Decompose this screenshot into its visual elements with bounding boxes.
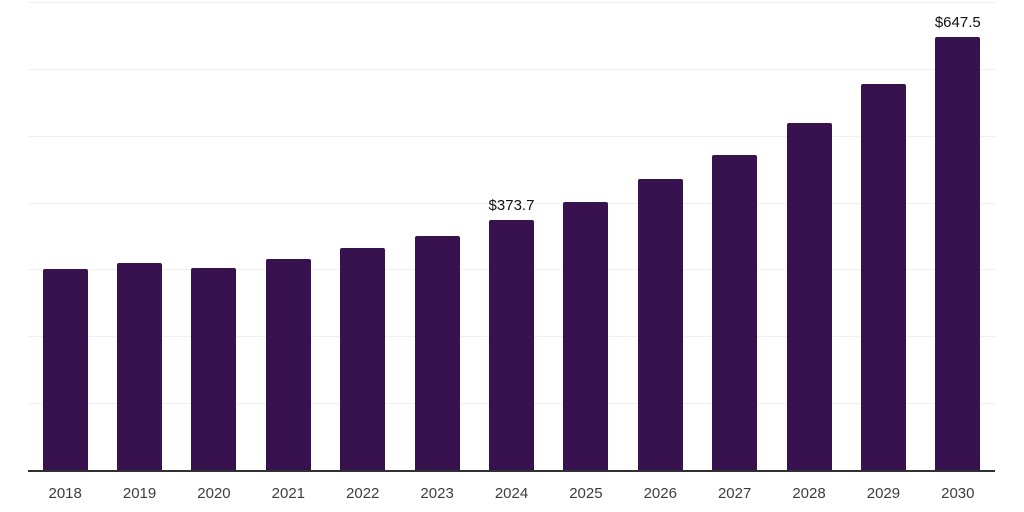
plot-area: $373.7 $647.5 (28, 2, 995, 472)
x-tick-label-2018: 2018 (48, 485, 82, 502)
value-label-2030: $647.5 (934, 14, 981, 32)
x-tick-label-2025: 2025 (569, 485, 603, 502)
x-tick-label-2019: 2019 (122, 485, 157, 502)
x-tick-label-2026: 2026 (643, 485, 677, 502)
bar-2025[interactable] (563, 201, 609, 470)
bar-2029[interactable] (860, 84, 906, 470)
gridline-600 (28, 68, 995, 70)
x-tick-label-2021: 2021 (271, 485, 306, 502)
gridline-400 (28, 202, 995, 204)
bar-2024[interactable] (489, 220, 534, 470)
x-tick-label-2020: 2020 (197, 485, 231, 502)
x-tick-label-2029: 2029 (866, 485, 901, 502)
gridline-700 (28, 2, 995, 3)
bar-2020[interactable] (191, 268, 237, 470)
x-tick-label-2030: 2030 (941, 485, 975, 502)
gridline-500 (28, 135, 995, 137)
bar-2022[interactable] (340, 248, 386, 470)
bar-2018[interactable] (42, 269, 88, 470)
x-axis: 2018 2019 2020 2021 2022 2023 2024 2025 2026 2027… (0, 485, 1024, 506)
bar-2021[interactable] (265, 258, 311, 470)
x-tick-label-2028: 2028 (792, 485, 826, 502)
x-tick-label-2024: 2024 (494, 485, 529, 502)
value-label-2024: $373.7 (488, 197, 535, 215)
x-tick-label-2027: 2027 (717, 485, 752, 502)
bar-2026[interactable] (637, 179, 683, 470)
bar-2023[interactable] (414, 236, 460, 470)
x-tick-label-2023: 2023 (420, 485, 454, 502)
bar-2028[interactable] (786, 123, 832, 470)
bar-2027[interactable] (712, 155, 758, 470)
x-tick-label-2022: 2022 (346, 485, 380, 502)
bar-2030[interactable] (935, 37, 981, 470)
bar-2019[interactable] (117, 262, 163, 470)
